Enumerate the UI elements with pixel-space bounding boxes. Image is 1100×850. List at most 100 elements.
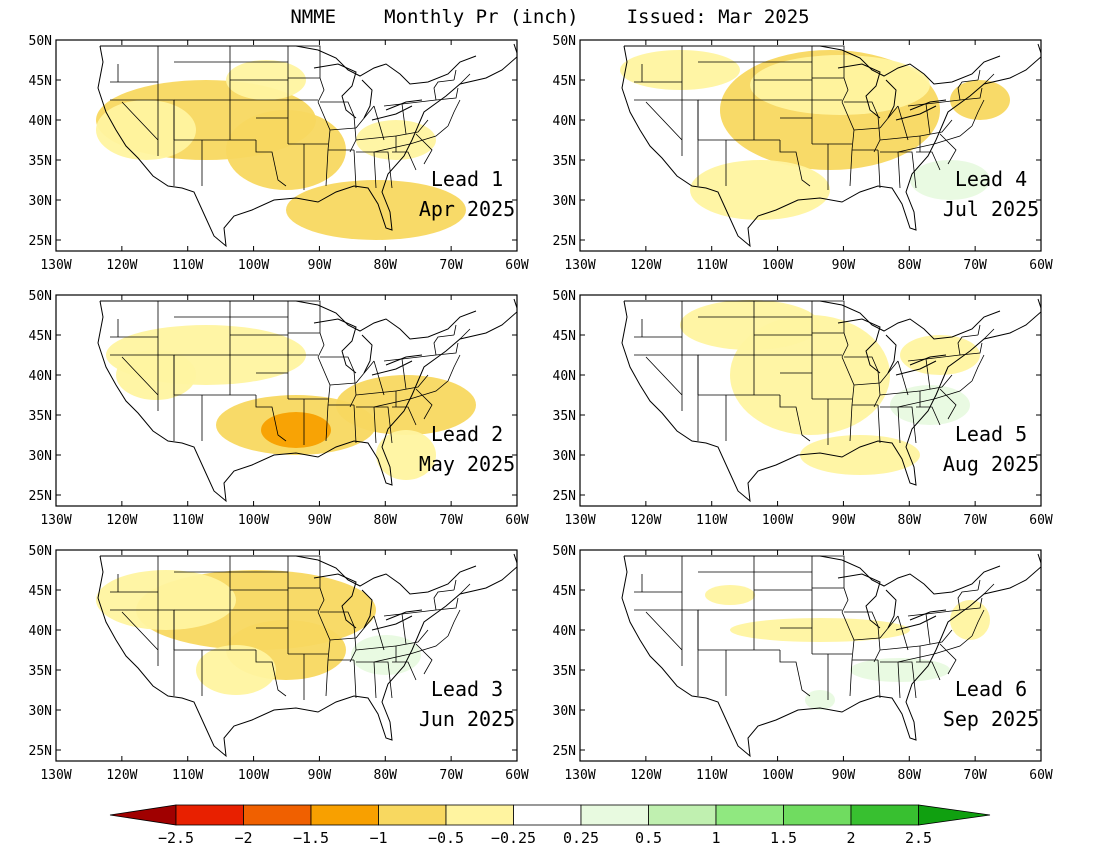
- map-frame: [579, 39, 1042, 252]
- latitude-label: 25N: [29, 744, 52, 759]
- latitude-label: 45N: [553, 329, 576, 344]
- anomaly-region: [950, 80, 1010, 120]
- colorbar-tick-label: −2.5: [158, 829, 194, 847]
- longitude-label: 100W: [762, 258, 793, 273]
- latitude-label: 25N: [553, 744, 576, 759]
- lead-label: Lead 5: [955, 422, 1027, 446]
- anomaly-region: [620, 50, 740, 90]
- colorbar-swatch: [850, 804, 919, 826]
- colorbar: −2.5 −2 −1.5 −1 −0.5 −0.25 0.25 0.5 1 1.5 2 2.5: [109, 804, 991, 847]
- forecast-month-label: Jul 2025: [943, 197, 1039, 221]
- colorbar-swatch: [175, 804, 244, 826]
- colorbar-swatch: [580, 804, 649, 826]
- map-panel: 50N 45N 40N 35N 30N 25N 130W 120W 110W 100W 90W 80W…: [29, 34, 529, 273]
- longitude-label: 120W: [106, 258, 137, 273]
- latitude-label: 40N: [553, 114, 576, 129]
- forecast-month-label: Aug 2025: [943, 452, 1039, 476]
- longitude-label: 60W: [505, 768, 529, 783]
- latitude-label: 35N: [29, 409, 52, 424]
- longitude-label: 70W: [963, 258, 987, 273]
- longitude-label: 80W: [374, 768, 398, 783]
- title-model: NMME: [290, 6, 337, 28]
- map-frame: [55, 549, 518, 762]
- longitude-label: 130W: [564, 768, 595, 783]
- longitude-label: 110W: [696, 513, 727, 528]
- longitude-label: 80W: [374, 513, 398, 528]
- colorbar-swatch: [648, 804, 717, 826]
- anomaly-region: [116, 350, 196, 400]
- latitude-label: 35N: [29, 664, 52, 679]
- colorbar-tick-label: 1: [711, 829, 720, 847]
- colorbar-tick-label: 2.5: [905, 829, 932, 847]
- map-panel: 50N 45N 40N 35N 30N 25N 130W 120W 110W 100W 90W 80W…: [29, 544, 529, 783]
- longitude-label: 110W: [172, 513, 203, 528]
- forecast-month-label: Apr 2025: [419, 197, 515, 221]
- title-variable: Monthly Pr (inch): [384, 6, 579, 28]
- anomaly-region: [351, 635, 421, 675]
- latitude-label: 50N: [29, 544, 52, 559]
- anomaly-region: [96, 100, 196, 160]
- longitude-label: 80W: [898, 513, 922, 528]
- map-frame: [579, 549, 1042, 762]
- colorbar-tick-label: 2: [846, 829, 855, 847]
- anomaly-region: [376, 430, 436, 480]
- map-panel: 50N 45N 40N 35N 30N 25N 130W 120W 110W 100W 90W 80W…: [553, 289, 1053, 528]
- latitude-label: 35N: [553, 154, 576, 169]
- longitude-label: 100W: [238, 258, 269, 273]
- longitude-label: 110W: [696, 258, 727, 273]
- anomaly-region: [336, 375, 476, 435]
- latitude-label: 30N: [553, 194, 576, 209]
- anomaly-region: [96, 570, 236, 630]
- latitude-label: 45N: [553, 584, 576, 599]
- latitude-label: 35N: [553, 664, 576, 679]
- longitude-label: 110W: [696, 768, 727, 783]
- latitude-label: 35N: [29, 154, 52, 169]
- latitude-label: 30N: [29, 704, 52, 719]
- map-frame: [579, 294, 1042, 507]
- longitude-label: 70W: [439, 258, 463, 273]
- anomaly-region: [261, 412, 331, 448]
- map-background: [580, 550, 1041, 761]
- colorbar-tick-label: −1.5: [293, 829, 329, 847]
- colorbar-arrow-left: [109, 804, 177, 826]
- longitude-label: 60W: [1029, 513, 1053, 528]
- latitude-label: 35N: [553, 409, 576, 424]
- forecast-month-label: Jun 2025: [419, 707, 515, 731]
- colorbar-arrow-right: [918, 804, 991, 826]
- colorbar-swatch: [310, 804, 379, 826]
- anomaly-region: [805, 690, 835, 710]
- longitude-label: 100W: [762, 768, 793, 783]
- longitude-label: 80W: [898, 258, 922, 273]
- longitude-label: 130W: [40, 768, 71, 783]
- lead-label: Lead 4: [955, 167, 1027, 191]
- map-panel: 50N 45N 40N 35N 30N 25N 130W 120W 110W 100W 90W 80W…: [553, 34, 1053, 273]
- colorbar-tick-label: −1: [369, 829, 387, 847]
- colorbar-tick-label: 1.5: [770, 829, 797, 847]
- latitude-label: 25N: [553, 489, 576, 504]
- anomaly-region: [226, 110, 346, 190]
- colorbar-tick-label: 0.5: [635, 829, 662, 847]
- colorbar-swatch: [715, 804, 784, 826]
- lead-label: Lead 3: [431, 677, 503, 701]
- forecast-month-label: Sep 2025: [943, 707, 1039, 731]
- longitude-label: 120W: [630, 258, 661, 273]
- longitude-label: 90W: [832, 513, 856, 528]
- anomaly-region: [196, 645, 276, 695]
- latitude-label: 30N: [29, 194, 52, 209]
- latitude-label: 50N: [553, 289, 576, 304]
- longitude-label: 130W: [40, 258, 71, 273]
- title-issued: Issued: Mar 2025: [626, 6, 810, 28]
- figure-title: NMME Monthly Pr (inch) Issued: Mar 2025: [0, 6, 1100, 28]
- longitude-label: 130W: [40, 513, 71, 528]
- latitude-label: 50N: [553, 544, 576, 559]
- map-frame: [55, 294, 518, 507]
- latitude-label: 50N: [29, 289, 52, 304]
- latitude-label: 45N: [29, 584, 52, 599]
- longitude-label: 110W: [172, 768, 203, 783]
- colorbar-tick-label: 0.25: [563, 829, 599, 847]
- longitude-label: 120W: [106, 513, 137, 528]
- longitude-label: 80W: [898, 768, 922, 783]
- lead-label: Lead 6: [955, 677, 1027, 701]
- longitude-label: 60W: [505, 513, 529, 528]
